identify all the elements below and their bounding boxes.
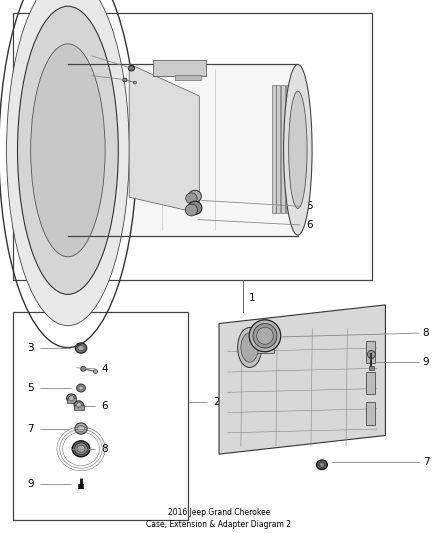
Ellipse shape [77, 446, 85, 452]
Ellipse shape [188, 201, 202, 215]
Bar [272, 85, 276, 213]
Polygon shape [129, 64, 199, 213]
Ellipse shape [74, 401, 84, 409]
Ellipse shape [78, 425, 85, 432]
Bar [13, 13, 372, 280]
Ellipse shape [188, 190, 201, 202]
Text: 2: 2 [213, 398, 219, 407]
Bar [366, 341, 375, 363]
Ellipse shape [289, 91, 307, 208]
Ellipse shape [128, 66, 134, 71]
Bar [286, 85, 290, 213]
Ellipse shape [72, 441, 90, 457]
Bar [67, 398, 76, 403]
Bar [256, 332, 274, 353]
Ellipse shape [133, 82, 136, 84]
Ellipse shape [93, 370, 97, 373]
Ellipse shape [77, 384, 85, 392]
Ellipse shape [319, 462, 325, 467]
Text: 4: 4 [102, 364, 108, 374]
Ellipse shape [316, 460, 328, 470]
Ellipse shape [249, 320, 281, 352]
Text: 7: 7 [423, 457, 429, 467]
Ellipse shape [284, 64, 312, 235]
Bar [175, 75, 201, 80]
Text: 8: 8 [102, 444, 108, 454]
Ellipse shape [81, 367, 86, 372]
Ellipse shape [75, 343, 87, 353]
Ellipse shape [367, 351, 375, 358]
Ellipse shape [7, 0, 129, 326]
Ellipse shape [237, 327, 262, 368]
Text: 1: 1 [249, 294, 255, 303]
Text: 6: 6 [102, 401, 108, 411]
Polygon shape [219, 305, 385, 454]
Text: 8: 8 [423, 328, 429, 338]
Bar [74, 405, 84, 410]
Ellipse shape [69, 395, 74, 401]
Text: 7: 7 [28, 424, 34, 433]
Bar [281, 85, 285, 213]
Ellipse shape [18, 6, 118, 294]
Ellipse shape [31, 44, 105, 257]
Ellipse shape [76, 403, 81, 407]
Bar [366, 372, 375, 394]
Bar [153, 60, 206, 76]
Bar [291, 85, 295, 213]
Text: 2016 Jeep Grand Cherokee
Case, Extension & Adapter Diagram 2: 2016 Jeep Grand Cherokee Case, Extension… [146, 508, 292, 529]
Bar [366, 402, 375, 425]
Text: 9: 9 [28, 479, 34, 489]
Ellipse shape [253, 324, 277, 348]
Text: 5: 5 [28, 383, 34, 393]
Text: 4: 4 [79, 71, 85, 80]
Bar [13, 312, 188, 520]
Ellipse shape [185, 204, 198, 216]
Text: 3: 3 [79, 51, 85, 61]
Bar [276, 85, 280, 213]
Bar [369, 366, 374, 370]
Ellipse shape [78, 345, 84, 351]
Ellipse shape [241, 333, 258, 362]
Ellipse shape [74, 443, 88, 455]
Ellipse shape [123, 78, 127, 82]
Text: 9: 9 [423, 358, 429, 367]
Ellipse shape [79, 386, 83, 390]
Ellipse shape [67, 394, 76, 402]
Text: 3: 3 [28, 343, 34, 353]
Text: 6: 6 [307, 220, 313, 230]
Ellipse shape [257, 327, 273, 344]
Text: 5: 5 [307, 201, 313, 211]
Ellipse shape [186, 193, 197, 204]
Ellipse shape [75, 423, 87, 434]
